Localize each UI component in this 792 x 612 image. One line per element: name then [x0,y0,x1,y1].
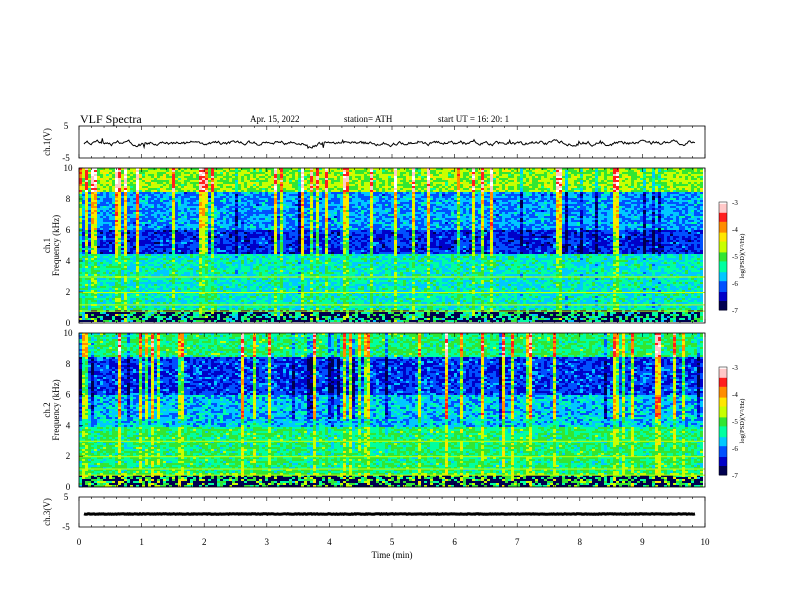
ch1-ytick-top: 5 [64,121,69,131]
spec2-ylabel-frequency: Frequency (kHz) [51,379,61,440]
spec2-ytick-8: 8 [66,359,71,369]
ch1-voltage-trace [84,138,695,148]
xtick-8: 8 [578,537,583,547]
colorbar2-tick--4: -4 [732,391,738,399]
xtick-0: 0 [77,537,82,547]
ch3-ytick-bottom: -5 [62,522,70,532]
spec1-ylabel-frequency: Frequency (kHz) [51,215,61,276]
ch1-ylabel: ch.1(V) [42,128,52,156]
xtick-6: 6 [452,537,457,547]
ch1-ytick-bottom: -5 [62,153,70,163]
xtick-9: 9 [640,537,645,547]
spec1-ytick-4: 4 [66,256,71,266]
spec2-ytick-2: 2 [66,451,71,461]
spectrogram-1 [79,168,705,322]
xtick-4: 4 [327,537,332,547]
colorbar1-label: log(PSD)(V²/Hz) [739,234,746,279]
colorbar1-tick--6: -6 [732,280,738,288]
colorbar1-tick--7: -7 [732,307,738,315]
spectrogram-2 [79,333,705,487]
spec2-ytick-4: 4 [66,420,71,430]
panel-frame-4 [79,497,705,527]
xtick-10: 10 [701,537,711,547]
xtick-2: 2 [202,537,207,547]
colorbar2-tick--5: -5 [732,418,738,426]
panel-frame-1 [79,126,705,158]
ch3-voltage-trace [84,514,695,515]
spec2-ytick-0: 0 [66,482,71,492]
xtick-1: 1 [139,537,144,547]
colorbar-1 [719,202,727,311]
spec2-ytick-6: 6 [66,390,71,400]
colorbar1-tick--3: -3 [732,199,738,207]
xtick-7: 7 [515,537,520,547]
spec1-ytick-8: 8 [66,194,71,204]
colorbar2-label: log(PSD)(V²/Hz) [739,399,746,444]
colorbar2-tick--6: -6 [732,445,738,453]
spec2-ytick-10: 10 [64,328,74,338]
spec1-ytick-6: 6 [66,225,71,235]
xtick-3: 3 [265,537,270,547]
colorbar1-tick--4: -4 [732,226,738,234]
colorbar-2 [719,367,727,476]
colorbar1-tick--5: -5 [732,253,738,261]
spec1-ytick-0: 0 [66,318,71,328]
colorbar2-tick--7: -7 [732,472,738,480]
colorbar2-tick--3: -3 [732,364,738,372]
xtick-5: 5 [390,537,395,547]
ch3-ytick-top: 5 [64,492,69,502]
spec1-ytick-10: 10 [64,163,74,173]
x-axis-label: Time (min) [372,550,413,560]
spec1-ytick-2: 2 [66,287,71,297]
ch3-ylabel: ch.3(V) [42,498,52,526]
